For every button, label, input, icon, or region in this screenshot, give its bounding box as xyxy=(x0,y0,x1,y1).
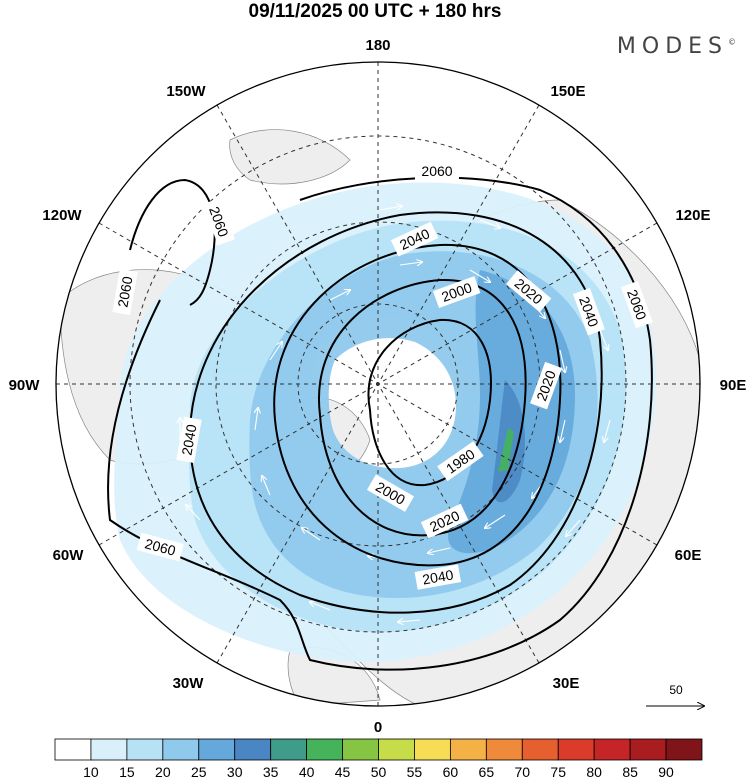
colorbar-swatch xyxy=(342,738,379,761)
colorbar-tick-label: 35 xyxy=(263,764,279,780)
colorbar-swatch xyxy=(557,738,595,761)
longitude-label: 90E xyxy=(720,377,747,394)
brand-mark: © xyxy=(728,37,736,47)
colorbar-swatch xyxy=(414,738,451,761)
contour-label: 2060 xyxy=(143,535,177,559)
colorbar-swatch xyxy=(126,738,164,761)
colorbar-tick-label: 70 xyxy=(514,764,530,780)
colorbar-swatch xyxy=(629,738,667,761)
longitude-label: 180 xyxy=(365,37,390,54)
colorbar-tick-label: 15 xyxy=(119,764,135,780)
colorbar-swatch xyxy=(90,738,128,761)
colorbar-swatch xyxy=(162,738,200,761)
colorbar-swatch xyxy=(306,738,343,761)
contour-2000 xyxy=(317,278,527,537)
longitude-label: 60E xyxy=(675,547,702,564)
contour-label: 2040 xyxy=(421,566,455,587)
colorbar-swatch xyxy=(198,738,236,761)
colorbar-tick-label: 90 xyxy=(658,764,674,780)
longitude-label: 0 xyxy=(374,719,382,736)
colorbar-swatch xyxy=(234,738,272,761)
colorbar-tick-label: 85 xyxy=(622,764,638,780)
colorbar-tick-label: 40 xyxy=(299,764,315,780)
longitude-label: 60W xyxy=(53,547,85,564)
land-alaska xyxy=(229,129,351,185)
colorbar-tick-label: 50 xyxy=(371,764,387,780)
colorbar-swatch xyxy=(270,738,308,761)
longitude-label: 120E xyxy=(675,207,710,224)
contour-2060-pacific xyxy=(129,178,216,306)
colorbar-swatch xyxy=(449,738,487,761)
colorbar-swatch xyxy=(593,738,631,761)
height-contours xyxy=(107,176,653,671)
colorbar-swatch xyxy=(54,738,92,761)
longitude-label: 90W xyxy=(9,377,41,394)
colorbar-tick-label: 55 xyxy=(407,764,423,780)
brand-logo: MODES© xyxy=(617,34,736,59)
colorbar-swatch xyxy=(378,738,415,761)
contour-label: 2060 xyxy=(114,275,135,309)
colorbar-tick-label: 20 xyxy=(155,764,171,780)
brand-name: MODES xyxy=(616,34,728,59)
colorbar-tick-label: 75 xyxy=(550,764,566,780)
colorbar-tick-label: 45 xyxy=(335,764,351,780)
contour-2020 xyxy=(273,243,562,567)
colorbar-swatch xyxy=(521,738,559,761)
map-disk: 2060 2060 2060 2060 2060 2040 2040 2040 … xyxy=(56,62,700,706)
longitude-label: 150E xyxy=(550,83,585,100)
wind-vectors xyxy=(180,206,611,622)
wind-band-40 xyxy=(498,428,514,472)
reference-vector-label: 50 xyxy=(669,683,683,697)
contour-2060-main xyxy=(107,176,653,671)
colorbar-tick-label: 80 xyxy=(586,764,602,780)
colorbar-tick-label: 30 xyxy=(227,764,243,780)
longitude-labels: 180 150E 120E 90E 60E 30E 0 30W 60W 90W … xyxy=(9,37,747,736)
contour-label: 2040 xyxy=(178,423,199,457)
reference-vector: 50 xyxy=(646,683,704,706)
colorbar: 10 15 20 25 30 35 40 45 50 55 60 65 70 75 80 85 90 xyxy=(54,738,703,780)
map-border xyxy=(55,61,701,707)
longitude-label: 30E xyxy=(553,675,580,692)
colorbar-swatch xyxy=(665,738,703,761)
contour-2040 xyxy=(188,211,603,614)
longitude-label: 120W xyxy=(42,207,82,224)
colorbar-tick-label: 25 xyxy=(191,764,207,780)
longitude-label: 30W xyxy=(173,675,205,692)
longitude-label: 150W xyxy=(166,83,206,100)
contour-1980 xyxy=(367,318,492,487)
colorbar-swatch xyxy=(485,738,523,761)
contour-label: 2060 xyxy=(421,163,452,179)
colorbar-tick-label: 60 xyxy=(443,764,459,780)
colorbar-tick-label: 10 xyxy=(83,764,99,780)
map-title: 09/11/2025 00 UTC + 180 hrs xyxy=(248,1,502,22)
colorbar-tick-label: 65 xyxy=(479,764,495,780)
